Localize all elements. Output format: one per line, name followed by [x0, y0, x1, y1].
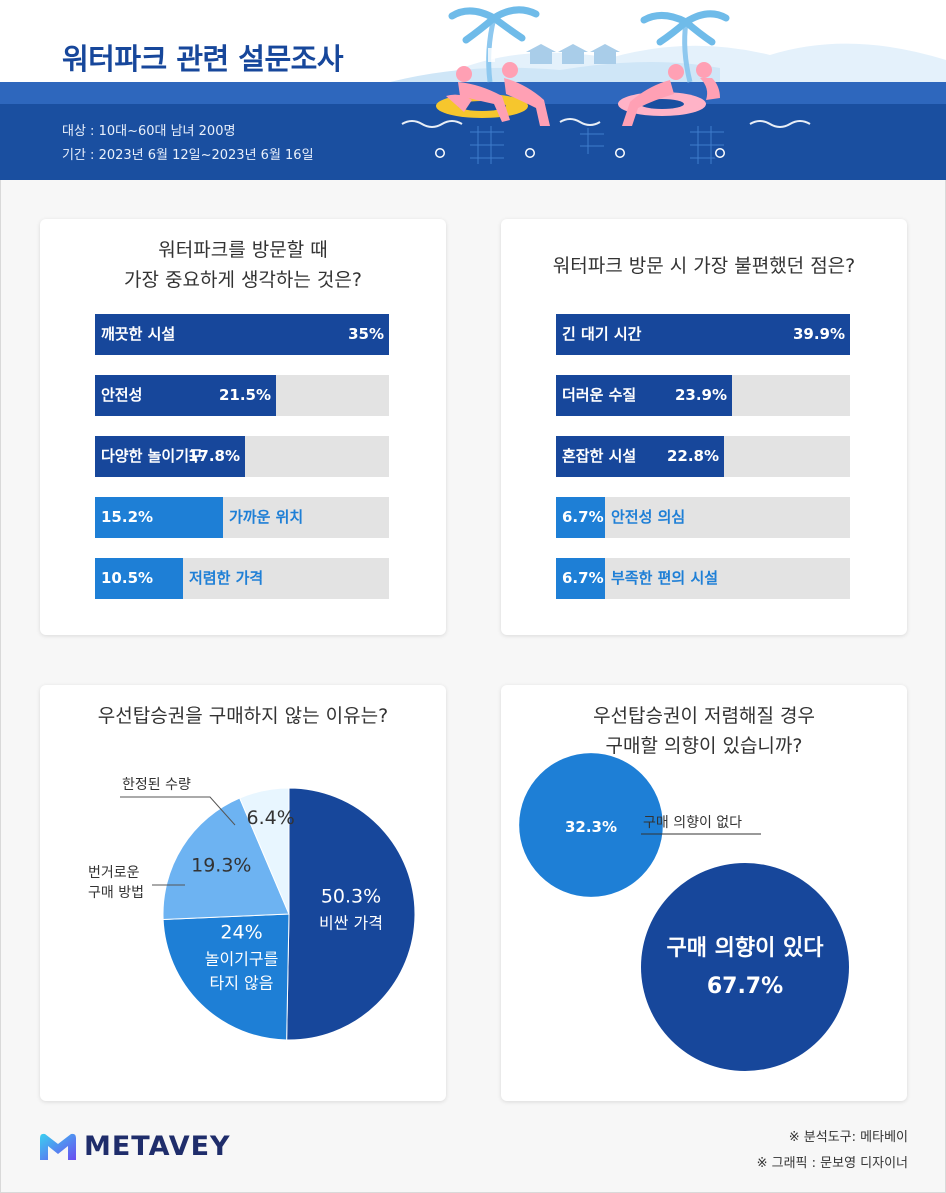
callout-line	[120, 796, 236, 826]
bar-track: 가까운 위치 15.2%	[95, 497, 389, 538]
palm-tree-icon	[640, 10, 730, 83]
credit-graphic: ※ 그래픽 : 문보영 디자이너	[756, 1156, 908, 1171]
bar	[556, 314, 850, 355]
bar-category-label: 더러운 수질	[562, 386, 637, 404]
bar-category-label: 부족한 편의 시설	[611, 569, 719, 587]
hut-icon	[526, 44, 620, 64]
person-icon	[446, 66, 510, 122]
survey-period: 기간 : 2023년 6월 12일~2023년 6월 16일	[62, 148, 314, 163]
bubble-value-label: 67.7%	[707, 974, 783, 999]
bar-track: 다양한 놀이기구 17.8%	[95, 436, 389, 477]
pie-slice-label: 타지 않음	[210, 974, 274, 993]
pie-value-label: 24%	[220, 922, 262, 944]
hill-shape	[390, 61, 720, 82]
survey-target: 대상 : 10대~60대 남녀 200명	[62, 124, 236, 139]
bar-track: 안전성 의심 6.7%	[556, 497, 850, 538]
bar-value-label: 23.9%	[674, 386, 727, 404]
bar-category-label: 다양한 놀이기구	[101, 447, 203, 465]
waterpark-illustration	[390, 6, 946, 164]
bubble	[641, 863, 849, 1071]
bar	[95, 497, 223, 538]
bar-track: 깨끗한 시설 35%	[95, 314, 389, 355]
chart-title: 워터파크를 방문할 때 가장 중요하게 생각하는 것은?	[124, 239, 362, 291]
person-icon	[622, 64, 684, 126]
bar-category-label: 혼잡한 시설	[562, 447, 637, 465]
drink-icon	[488, 48, 495, 62]
bar-track: 저렴한 가격 10.5%	[95, 558, 389, 599]
bar	[95, 558, 183, 599]
card-purchase-intent: 우선탑승권이 저렴해질 경우 구매할 의향이 있습니까? 32.3% 구매 의향이…	[501, 685, 907, 1101]
bar	[556, 436, 724, 477]
bubble-category-label: 구매 의향이 없다	[643, 815, 742, 831]
bar-value-label: 21.5%	[218, 386, 271, 404]
card-inconveniences: 워터파크 방문 시 가장 불편했던 점은? 긴 대기 시간 39.9% 더러운 수질…	[501, 219, 907, 635]
chart-title: 우선탑승권을 구매하지 않는 이유는?	[97, 705, 389, 727]
pie-callout-label: 번거로운	[88, 865, 140, 881]
bar-value-label: 10.5%	[101, 569, 154, 587]
pie-slice-label: 비싼 가격	[319, 914, 383, 933]
bar-value-label: 15.2%	[101, 508, 154, 526]
pie-slice	[162, 913, 290, 1041]
pool-tile-grid	[470, 126, 724, 164]
bar-category-label: 가까운 위치	[229, 508, 304, 526]
bar-category-label: 저렴한 가격	[189, 569, 264, 587]
pie-value-label: 6.4%	[246, 807, 294, 829]
pie-value-label: 50.3%	[321, 886, 381, 908]
pie-slice-label: 놀이기구를	[205, 950, 279, 969]
bubble-value-label: 32.3%	[565, 818, 617, 836]
pie-callout-label: 구매 방법	[88, 885, 144, 901]
bar-value-label: 6.7%	[562, 508, 604, 526]
bubble-category-label: 구매 의향이 있다	[667, 936, 825, 961]
person-icon	[502, 62, 550, 126]
brand-name: METAVEY	[84, 1131, 231, 1162]
pie-slice	[286, 787, 416, 1041]
card-important-factors: 워터파크를 방문할 때 가장 중요하게 생각하는 것은? 깨끗한 시설 35% 안전…	[40, 219, 446, 635]
bar-track: 혼잡한 시설 22.8%	[556, 436, 850, 477]
metavey-logo-icon	[40, 1133, 76, 1160]
chart-title: 우선탑승권이 저렴해질 경우 구매할 의향이 있습니까?	[593, 705, 815, 757]
bar-track: 안전성 21.5%	[95, 375, 389, 416]
bubble	[519, 753, 663, 897]
bar-category-label: 안전성	[101, 386, 143, 404]
person-icon	[696, 62, 720, 100]
bar-value-label: 35%	[348, 325, 384, 343]
pool-light-icon	[433, 146, 727, 160]
bar-value-label: 6.7%	[562, 569, 604, 587]
bar-category-label: 긴 대기 시간	[562, 325, 642, 343]
credit-tool: ※ 분석도구: 메타베이	[788, 1130, 908, 1145]
bar-value-label: 39.9%	[792, 325, 845, 343]
bar-category-label: 안전성 의심	[611, 508, 686, 526]
wave-lines	[401, 118, 811, 128]
bar-value-label: 22.8%	[666, 447, 719, 465]
pie-callout-label: 한정된 수량	[122, 777, 191, 793]
bar	[556, 375, 732, 416]
bar-track: 더러운 수질 23.9%	[556, 375, 850, 416]
bar-track: 긴 대기 시간 39.9%	[556, 314, 850, 355]
bar-track: 부족한 편의 시설 6.7%	[556, 558, 850, 599]
bar-category-label: 깨끗한 시설	[101, 325, 176, 343]
pie-slice	[239, 787, 290, 915]
bar	[556, 497, 605, 538]
pie-value-label: 19.3%	[191, 854, 251, 876]
bar	[95, 314, 389, 355]
bar	[556, 558, 605, 599]
bar	[95, 375, 276, 416]
pie-slice	[162, 797, 290, 921]
chart-title: 워터파크 방문 시 가장 불편했던 점은?	[552, 255, 856, 277]
bar-value-label: 17.8%	[187, 447, 240, 465]
bar	[95, 436, 245, 477]
page-title: 워터파크 관련 설문조사	[62, 42, 344, 76]
